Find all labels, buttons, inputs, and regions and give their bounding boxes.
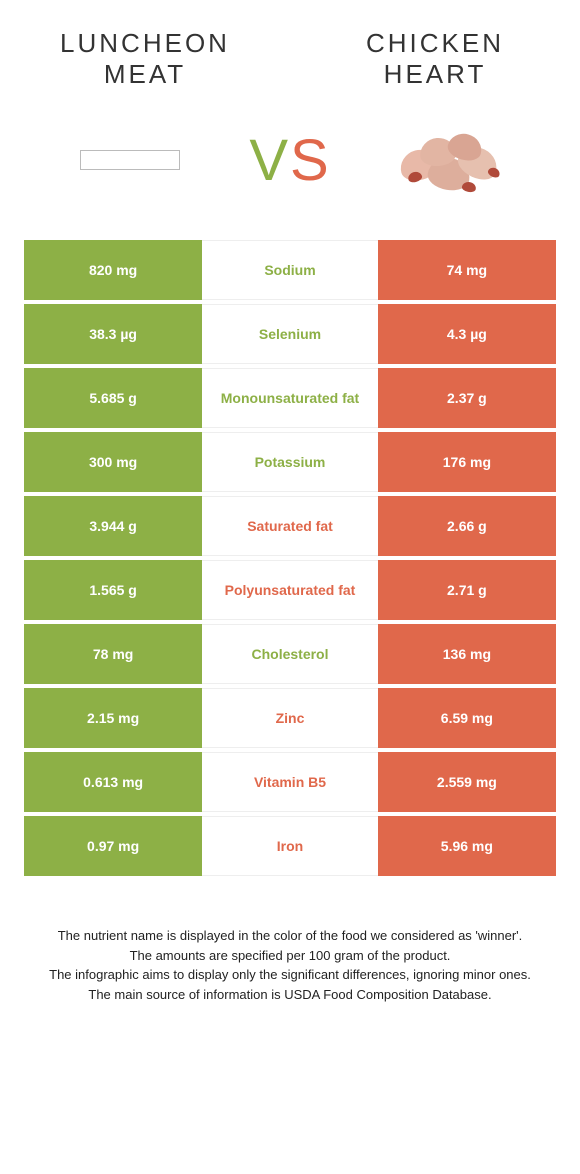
nutrient-label-cell: Vitamin B5 xyxy=(202,752,378,812)
right-food-title: CHICKEN HEART xyxy=(320,28,550,90)
right-value-cell: 2.66 g xyxy=(378,496,556,556)
right-value-cell: 74 mg xyxy=(378,240,556,300)
left-food-image xyxy=(60,110,200,210)
nutrient-label-cell: Sodium xyxy=(202,240,378,300)
comparison-table: 820 mgSodium74 mg38.3 µgSelenium4.3 µg5.… xyxy=(24,240,556,876)
nutrient-label-cell: Potassium xyxy=(202,432,378,492)
left-value-cell: 0.97 mg xyxy=(24,816,202,876)
table-row: 5.685 gMonounsaturated fat2.37 g xyxy=(24,368,556,428)
left-value-cell: 300 mg xyxy=(24,432,202,492)
left-value-cell: 1.565 g xyxy=(24,560,202,620)
luncheon-meat-image-placeholder xyxy=(80,150,180,170)
chicken-heart-image xyxy=(380,110,520,210)
nutrient-label-cell: Zinc xyxy=(202,688,378,748)
right-value-cell: 2.37 g xyxy=(378,368,556,428)
nutrient-label-cell: Saturated fat xyxy=(202,496,378,556)
vs-v: V xyxy=(249,127,290,194)
nutrient-label-cell: Cholesterol xyxy=(202,624,378,684)
table-row: 820 mgSodium74 mg xyxy=(24,240,556,300)
footer-line: The main source of information is USDA F… xyxy=(30,985,550,1005)
table-row: 0.613 mgVitamin B52.559 mg xyxy=(24,752,556,812)
footer-line: The amounts are specified per 100 gram o… xyxy=(30,946,550,966)
left-value-cell: 3.944 g xyxy=(24,496,202,556)
left-value-cell: 38.3 µg xyxy=(24,304,202,364)
footer-line: The infographic aims to display only the… xyxy=(30,965,550,985)
table-row: 1.565 gPolyunsaturated fat2.71 g xyxy=(24,560,556,620)
nutrient-label-cell: Polyunsaturated fat xyxy=(202,560,378,620)
right-value-cell: 4.3 µg xyxy=(378,304,556,364)
footer-notes: The nutrient name is displayed in the co… xyxy=(30,926,550,1004)
nutrient-label-cell: Selenium xyxy=(202,304,378,364)
table-row: 2.15 mgZinc6.59 mg xyxy=(24,688,556,748)
right-value-cell: 136 mg xyxy=(378,624,556,684)
right-value-cell: 176 mg xyxy=(378,432,556,492)
left-value-cell: 0.613 mg xyxy=(24,752,202,812)
vs-label: VS xyxy=(249,127,330,194)
nutrient-label-cell: Monounsaturated fat xyxy=(202,368,378,428)
table-row: 78 mgCholesterol136 mg xyxy=(24,624,556,684)
right-value-cell: 2.559 mg xyxy=(378,752,556,812)
left-food-title: LUNCHEON MEAT xyxy=(30,28,260,90)
right-value-cell: 2.71 g xyxy=(378,560,556,620)
header: LUNCHEON MEAT CHICKEN HEART xyxy=(0,0,580,90)
table-row: 3.944 gSaturated fat2.66 g xyxy=(24,496,556,556)
table-row: 38.3 µgSelenium4.3 µg xyxy=(24,304,556,364)
left-value-cell: 820 mg xyxy=(24,240,202,300)
left-value-cell: 5.685 g xyxy=(24,368,202,428)
footer-line: The nutrient name is displayed in the co… xyxy=(30,926,550,946)
left-value-cell: 2.15 mg xyxy=(24,688,202,748)
right-value-cell: 5.96 mg xyxy=(378,816,556,876)
nutrient-label-cell: Iron xyxy=(202,816,378,876)
vs-s: S xyxy=(290,127,331,194)
left-value-cell: 78 mg xyxy=(24,624,202,684)
table-row: 0.97 mgIron5.96 mg xyxy=(24,816,556,876)
vs-row: VS xyxy=(0,100,580,240)
right-food-image xyxy=(380,110,520,210)
right-value-cell: 6.59 mg xyxy=(378,688,556,748)
table-row: 300 mgPotassium176 mg xyxy=(24,432,556,492)
